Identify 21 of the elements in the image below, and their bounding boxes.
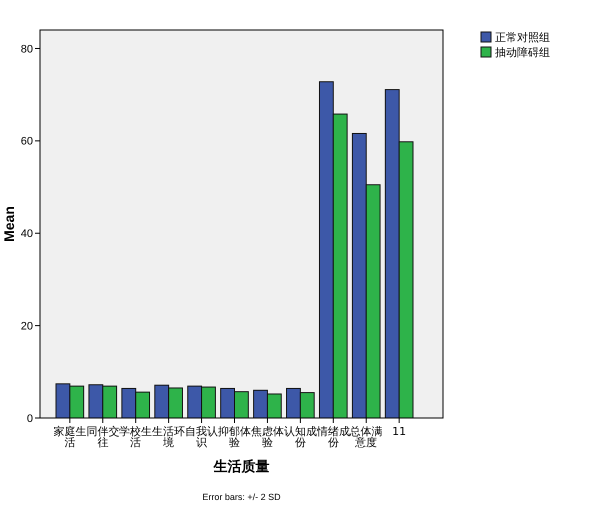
x-tick-label: 认知成份	[284, 425, 317, 449]
x-tick-label: 抑郁体验	[218, 425, 251, 449]
x-tick-label: 同伴交往	[86, 425, 120, 449]
x-tick-label: 情绪成份	[316, 425, 350, 449]
y-tick-label: 80	[20, 43, 33, 56]
x-tick-label: 学校生活	[119, 425, 152, 449]
legend-label: 正常对照组	[495, 31, 550, 44]
x-tick-label: 家庭生活	[53, 425, 86, 449]
x-tick-label: 生活环境	[152, 425, 186, 449]
y-axis-title: Mean	[1, 206, 17, 242]
x-tick-label: 焦虑体验	[250, 425, 284, 449]
y-tick-label: 0	[26, 412, 33, 425]
y-tick-label: 40	[20, 228, 33, 240]
y-tick-label: 20	[20, 320, 33, 332]
x-tick-label: 总体满意度	[348, 425, 383, 449]
x-tick-label: 11	[392, 425, 406, 438]
x-tick-label: 自我认识	[185, 425, 218, 449]
x-axis-title: 生活质量	[212, 458, 270, 475]
legend-label: 抽动障碍组	[495, 46, 550, 59]
text: Error bars: +/- 2 SD	[202, 492, 282, 502]
y-tick-label: 60	[20, 136, 33, 148]
